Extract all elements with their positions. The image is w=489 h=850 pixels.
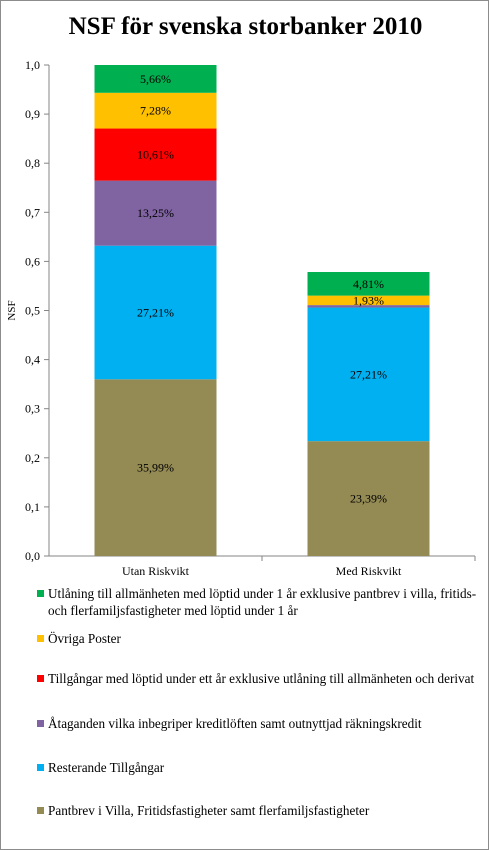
y-tick-label: 0,8 [25, 156, 40, 170]
y-tick-label: 0,6 [25, 254, 40, 268]
legend-swatch [37, 635, 44, 642]
y-tick-label: 0,5 [25, 304, 40, 318]
y-tick-label: 0,7 [25, 205, 40, 219]
y-tick-label: 0,4 [25, 353, 40, 367]
y-tick-label: 0,0 [25, 549, 40, 563]
bar-data-label: 4,81% [353, 277, 384, 291]
legend-item: Åtaganden vilka inbegriper kreditlöften … [37, 715, 477, 732]
y-tick-label: 0,9 [25, 107, 40, 121]
bar-segment [94, 128, 217, 181]
y-axis-label: NSF [6, 300, 18, 320]
legend-item: Utlåning till allmänheten med löptid und… [37, 585, 477, 619]
bar-data-label: 1,93% [353, 293, 384, 307]
legend-label: Åtaganden vilka inbegriper kreditlöften … [48, 716, 422, 731]
legend-swatch [37, 675, 44, 682]
legend-swatch [37, 590, 44, 597]
bar-data-label: 13,25% [137, 206, 174, 220]
bar-data-label: 27,21% [350, 367, 387, 381]
legend-label: Resterande Tillgångar [48, 760, 165, 775]
x-tick-label: Med Riskvikt [336, 564, 402, 578]
legend-item: Övriga Poster [37, 630, 477, 647]
legend-item: Pantbrev i Villa, Fritidsfastigheter sam… [37, 802, 477, 819]
chart-title: NSF för svenska storbanker 2010 [68, 13, 423, 40]
legend-label: Tillgångar med löptid under ett år exklu… [48, 671, 475, 686]
bar-data-label: 27,21% [137, 305, 174, 319]
bar-segment [94, 92, 217, 129]
legend-item: Resterande Tillgångar [37, 759, 477, 776]
legend-item: Tillgångar med löptid under ett år exklu… [37, 670, 477, 687]
bar-segment [94, 379, 217, 556]
bar-data-label: 35,99% [137, 461, 174, 475]
legend-label: Pantbrev i Villa, Fritidsfastigheter sam… [48, 803, 370, 818]
legend-label: Utlåning till allmänheten med löptid und… [48, 586, 477, 618]
bar-segment [94, 180, 217, 246]
bar-data-label: 7,28% [140, 104, 171, 118]
y-tick-label: 1,0 [25, 58, 40, 72]
bar-segment [307, 295, 430, 306]
bar-segment [307, 305, 430, 308]
x-tick-label: Utan Riskvikt [122, 564, 190, 578]
y-tick-label: 0,1 [25, 500, 40, 514]
y-tick-label: 0,3 [25, 402, 40, 416]
bar-data-label: 5,66% [140, 72, 171, 86]
bar-segment [94, 245, 217, 380]
legend-swatch [37, 807, 44, 814]
chart-plot: 0,0 0,1 0,2 0,3 0,4 0,5 0,6 0,7 0,8 0,9 1,0 NSF 35,9… [6, 58, 476, 578]
legend-label: Övriga Poster [48, 631, 121, 646]
bar-segment [307, 272, 430, 296]
legend-swatch [37, 764, 44, 771]
bar-segment [94, 65, 217, 93]
legend-swatch [37, 720, 44, 727]
y-tick-label: 0,2 [25, 451, 40, 465]
bar-segment [307, 441, 430, 556]
bar-data-label: 10,61% [137, 148, 174, 162]
bar-segment [307, 307, 430, 442]
bar-data-label: 23,39% [350, 492, 387, 506]
